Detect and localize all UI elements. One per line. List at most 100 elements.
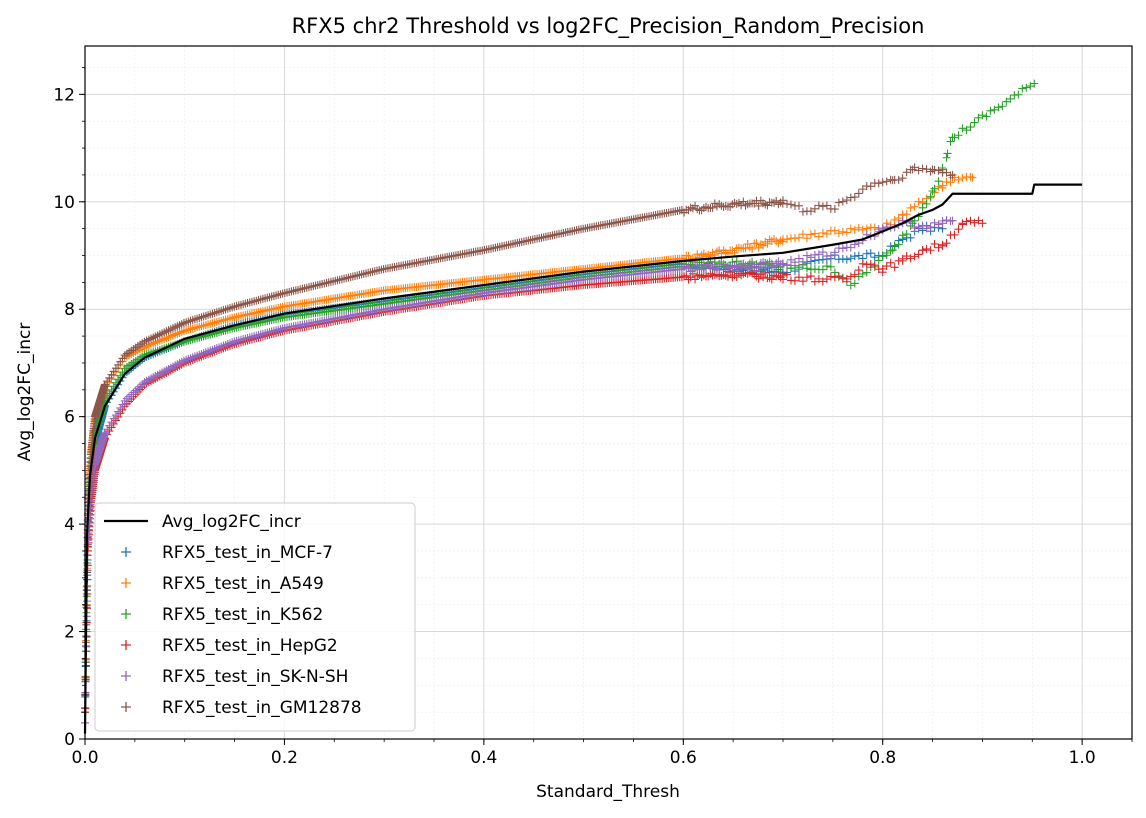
scatter-marker [802,234,811,243]
scatter-marker [906,203,915,212]
legend-label: RFX5_test_in_HepG2 [162,636,338,656]
scatter-marker [741,244,750,253]
scatter-marker [914,222,923,231]
scatter-marker [846,272,855,281]
legend-label: RFX5_test_in_A549 [162,574,324,594]
scatter-marker [870,253,879,262]
scatter-marker [890,241,899,250]
scatter-marker [942,239,951,248]
legend-label: RFX5_test_in_SK-N-SH [162,667,348,687]
scatter-marker [906,233,915,242]
scatter-marker [826,251,835,260]
scatter-marker [970,118,979,127]
scatter-marker [794,201,803,210]
scatter-marker [954,131,963,140]
axis-ticks [79,67,1133,745]
scatter-marker [790,276,799,285]
scatter-marker [934,220,943,229]
scatter-marker [926,192,935,201]
scatter-marker [948,170,957,179]
scatter-marker [684,263,693,272]
scatter-marker [748,245,757,254]
scatter-marker [806,272,815,281]
scatter-marker [697,265,706,274]
scatter-marker [1030,79,1039,88]
scatter-marker [810,204,819,213]
scatter-marker [838,227,847,236]
scatter-marker [882,248,891,257]
scatter-marker [934,177,943,186]
scatter-marker [838,254,847,263]
scatter-marker [794,273,803,282]
scatter-marker [954,225,963,234]
x-tick-label: 0.2 [271,748,298,768]
scatter-marker [782,260,791,269]
scatter-marker [814,232,823,241]
scatter-marker [910,202,919,211]
scatter-marker [858,225,867,234]
scatter-marker [930,239,939,248]
x-tick-label: 0.4 [470,748,497,768]
scatter-marker [834,198,843,207]
scatter-marker [968,173,977,182]
scatter-marker [938,181,947,190]
scatter-marker [918,203,927,212]
scatter-marker [842,228,851,237]
scatter-marker [994,103,1003,112]
legend-marker-swatch [121,578,131,588]
scatter-marker [930,218,939,227]
scatter-marker [858,259,867,268]
legend-marker-swatch [121,702,131,712]
scatter-marker [918,164,927,173]
scatter-marker [759,273,768,282]
x-tick-label: 0.0 [71,748,98,768]
scatter-marker [898,174,907,183]
scatter-marker [850,270,859,279]
scatter-marker [866,249,875,258]
scatter-marker [854,266,863,275]
axis-tick-labels: 0.0 0.2 0.4 0.6 0.8 1.0 0 2 4 6 8 10 12 [53,85,1095,768]
scatter-marker [874,256,883,265]
scatter-marker [982,112,991,121]
scatter-marker [894,240,903,249]
x-tick-label: 0.8 [869,748,896,768]
scatter-marker [688,266,697,275]
scatter-marker [854,189,863,198]
scatter-marker [910,252,919,261]
scatter-marker [914,250,923,259]
scatter-marker [918,221,927,230]
avg-log2fc-line [83,183,1083,734]
legend-marker-swatch [121,547,131,557]
scatter-marker [958,174,967,183]
legend-label: RFX5_test_in_GM12878 [162,698,362,718]
series-RFX5_test_in_GM12878 [81,163,957,717]
scatter-marker [890,215,899,224]
scatter-marker [826,272,835,281]
legend-label: RFX5_test_in_MCF-7 [162,543,333,563]
scatter-marker [1018,84,1027,93]
scatter-marker [870,261,879,270]
scatter-marker [866,260,875,269]
scatter-marker [846,243,855,252]
scatter-marker [754,201,763,210]
scatter-marker [754,263,763,272]
scatter-marker [962,217,971,226]
scatter-marker [926,246,935,255]
scatter-marker [946,137,955,146]
scatter-marker [806,230,815,239]
scatter-marker [966,123,975,132]
scatter-marker [708,203,717,212]
scatter-marker [908,219,917,228]
scatter-marker [818,248,827,257]
legend-marker-swatch [121,640,131,650]
scatter-marker [818,202,827,211]
scatter-marker [942,216,951,225]
scatter-marker [862,268,871,277]
y-axis-label: Avg_log2FC_incr [15,323,35,462]
plot-frame [84,45,1133,740]
scatter-marker [950,230,959,239]
scatter-marker [826,262,835,271]
scatter-marker [902,230,911,239]
scatter-marker [858,269,867,278]
